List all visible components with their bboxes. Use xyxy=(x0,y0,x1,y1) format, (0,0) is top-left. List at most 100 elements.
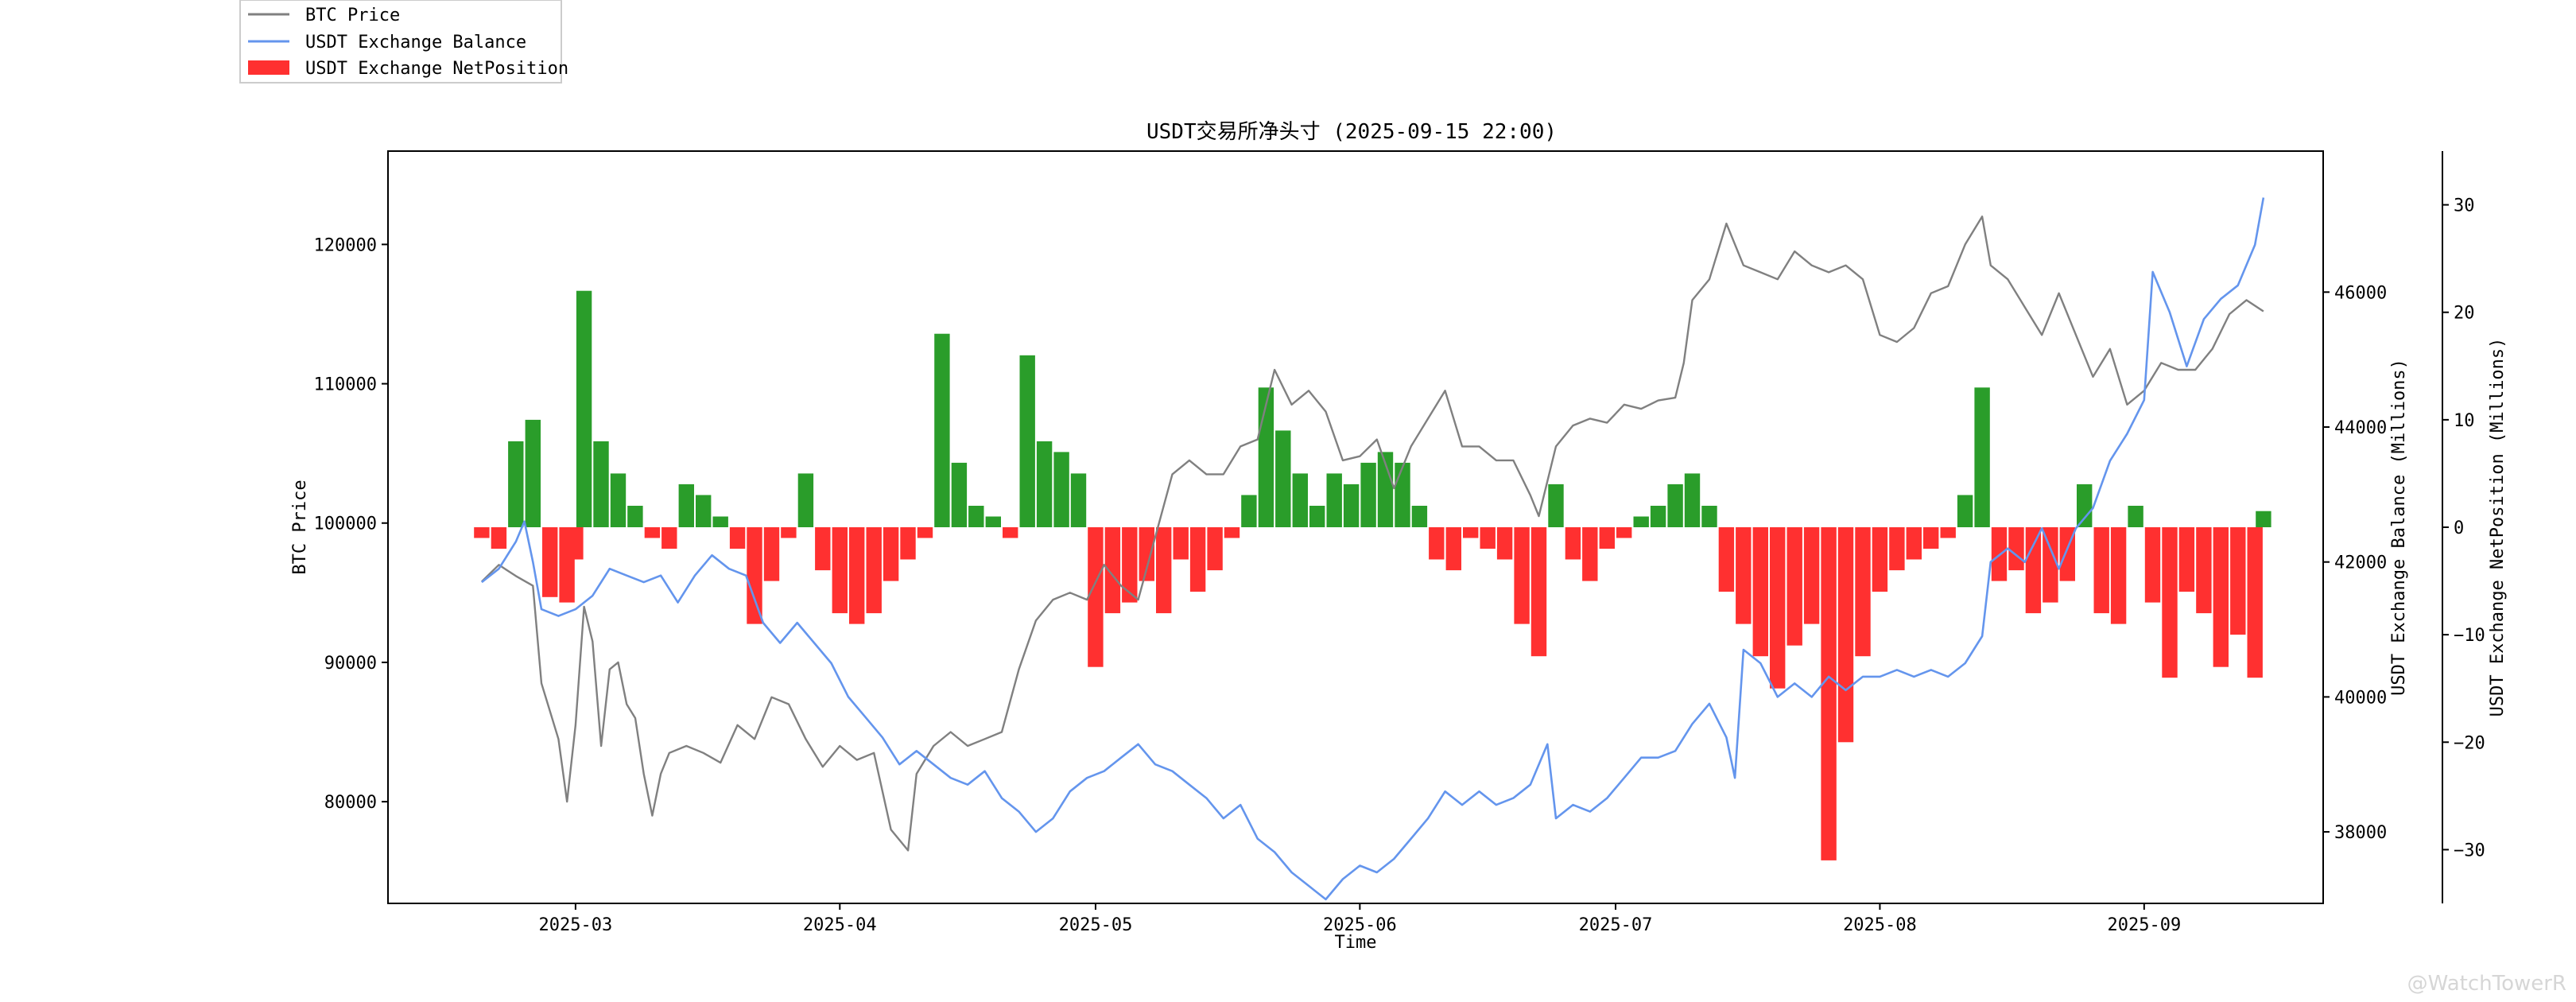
y-right2-tick-label: 0 xyxy=(2454,518,2464,538)
legend: BTC Price USDT Exchange Balance USDT Exc… xyxy=(239,0,568,84)
netposition-bar xyxy=(1411,506,1428,527)
y-right2-axis-label: USDT Exchange NetPosition (Millions) xyxy=(2488,338,2508,717)
netposition-bar xyxy=(1139,527,1154,581)
netposition-bar xyxy=(900,527,916,560)
netposition-bar xyxy=(474,527,490,538)
netposition-bar xyxy=(2144,527,2161,603)
netposition-bar xyxy=(1395,462,1410,527)
y-right-axis-ticks: 38000 40000 42000 44000 46000 xyxy=(2323,283,2387,843)
netposition-bar xyxy=(712,516,728,527)
netposition-bar xyxy=(2077,484,2093,527)
netposition-bar xyxy=(1445,527,1461,571)
netposition-bar xyxy=(1104,527,1121,614)
netposition-bar xyxy=(2025,527,2042,614)
netposition-bar xyxy=(542,527,558,597)
netposition-bar xyxy=(1718,527,1735,592)
x-tick-label: 2025-04 xyxy=(803,915,877,935)
netposition-bar xyxy=(568,527,584,560)
x-tick-label: 2025-05 xyxy=(1059,915,1133,935)
x-axis-label: Time xyxy=(1335,933,1377,953)
netposition-bar xyxy=(1241,495,1257,527)
netposition-bar xyxy=(832,527,848,614)
netposition-bar xyxy=(1275,430,1291,527)
x-tick-label: 2025-07 xyxy=(1579,915,1653,935)
netposition-bar xyxy=(1974,387,1990,527)
netposition-bar xyxy=(2110,527,2127,624)
netposition-bar xyxy=(678,484,694,527)
netposition-bar xyxy=(1616,527,1632,538)
netposition-bar xyxy=(525,419,541,527)
y-left-tick-label: 80000 xyxy=(324,793,377,813)
netposition-bar xyxy=(644,527,661,538)
netposition-bar xyxy=(1326,473,1342,527)
netposition-bar xyxy=(1701,506,1717,527)
netposition-bar xyxy=(1770,527,1786,689)
netposition-bar xyxy=(951,462,968,527)
netposition-bar xyxy=(1599,527,1615,549)
netposition-bar xyxy=(1889,527,1905,571)
netposition-bars xyxy=(474,290,2271,860)
y-left-axis-label: BTC Price xyxy=(290,480,310,574)
netposition-bar xyxy=(1957,495,1973,527)
netposition-bar xyxy=(1496,527,1513,560)
netposition-bar xyxy=(1514,527,1530,624)
netposition-bar xyxy=(1088,527,1104,667)
netposition-bar xyxy=(1053,452,1069,527)
netposition-bar xyxy=(2213,527,2229,667)
netposition-bar xyxy=(1036,441,1053,527)
netposition-bar xyxy=(1003,527,1018,538)
x-tick-label: 2025-06 xyxy=(1323,915,1397,935)
netposition-bar xyxy=(1667,484,1683,527)
netposition-bar xyxy=(985,516,1001,527)
netposition-bar xyxy=(1803,527,1820,624)
netposition-bar xyxy=(1906,527,1922,560)
y-right-tick-label: 42000 xyxy=(2334,553,2387,573)
y-left-tick-label: 100000 xyxy=(314,515,377,534)
netposition-bar xyxy=(1821,527,1837,860)
netposition-bar xyxy=(1343,484,1360,527)
plot-frame xyxy=(387,150,2324,904)
x-tick-label: 2025-03 xyxy=(539,915,613,935)
netposition-bar xyxy=(576,290,592,527)
netposition-bar xyxy=(1292,473,1308,527)
netposition-bar xyxy=(1463,527,1479,538)
netposition-bar xyxy=(849,527,865,624)
y-right2-tick-label: 30 xyxy=(2454,196,2475,216)
netposition-bar xyxy=(2128,506,2143,527)
netposition-bar xyxy=(968,506,984,527)
netposition-bar xyxy=(1309,506,1325,527)
netposition-bar xyxy=(763,527,780,581)
usdt-balance-line xyxy=(481,197,2265,901)
legend-label-btc-price: BTC Price xyxy=(305,6,400,25)
netposition-bar xyxy=(1582,527,1598,581)
netposition-bar xyxy=(661,527,677,549)
netposition-bar xyxy=(934,333,950,527)
netposition-bar xyxy=(781,527,797,538)
netposition-bar xyxy=(1480,527,1496,549)
netposition-bar xyxy=(2093,527,2109,614)
netposition-bar xyxy=(1360,462,1376,527)
watermark-text: @WatchTowerR xyxy=(2407,972,2566,996)
netposition-bar xyxy=(2162,527,2178,678)
netposition-bar xyxy=(1173,527,1189,560)
netposition-bar xyxy=(1548,484,1564,527)
netposition-bar xyxy=(747,527,762,624)
netposition-bar xyxy=(883,527,899,581)
netposition-bar xyxy=(1923,527,1939,549)
netposition-bar xyxy=(1429,527,1445,560)
x-tick-label: 2025-08 xyxy=(1843,915,1917,935)
y-right2-tick-label: −10 xyxy=(2454,626,2485,646)
netposition-bar xyxy=(491,527,507,549)
netposition-bar xyxy=(1070,473,1087,527)
netposition-bar xyxy=(1019,355,1035,527)
netposition-bar xyxy=(1787,527,1802,646)
netposition-bar xyxy=(1224,527,1240,538)
x-axis-ticks: 2025-03 2025-04 2025-05 2025-06 2025-07 2025-… xyxy=(539,903,2181,935)
x-tick-label: 2025-09 xyxy=(2107,915,2181,935)
netposition-bar xyxy=(2230,527,2246,635)
netposition-bar xyxy=(1122,527,1138,603)
netposition-bar xyxy=(2008,527,2024,571)
y-right-tick-label: 40000 xyxy=(2334,688,2387,708)
y-left-tick-label: 90000 xyxy=(324,654,377,674)
